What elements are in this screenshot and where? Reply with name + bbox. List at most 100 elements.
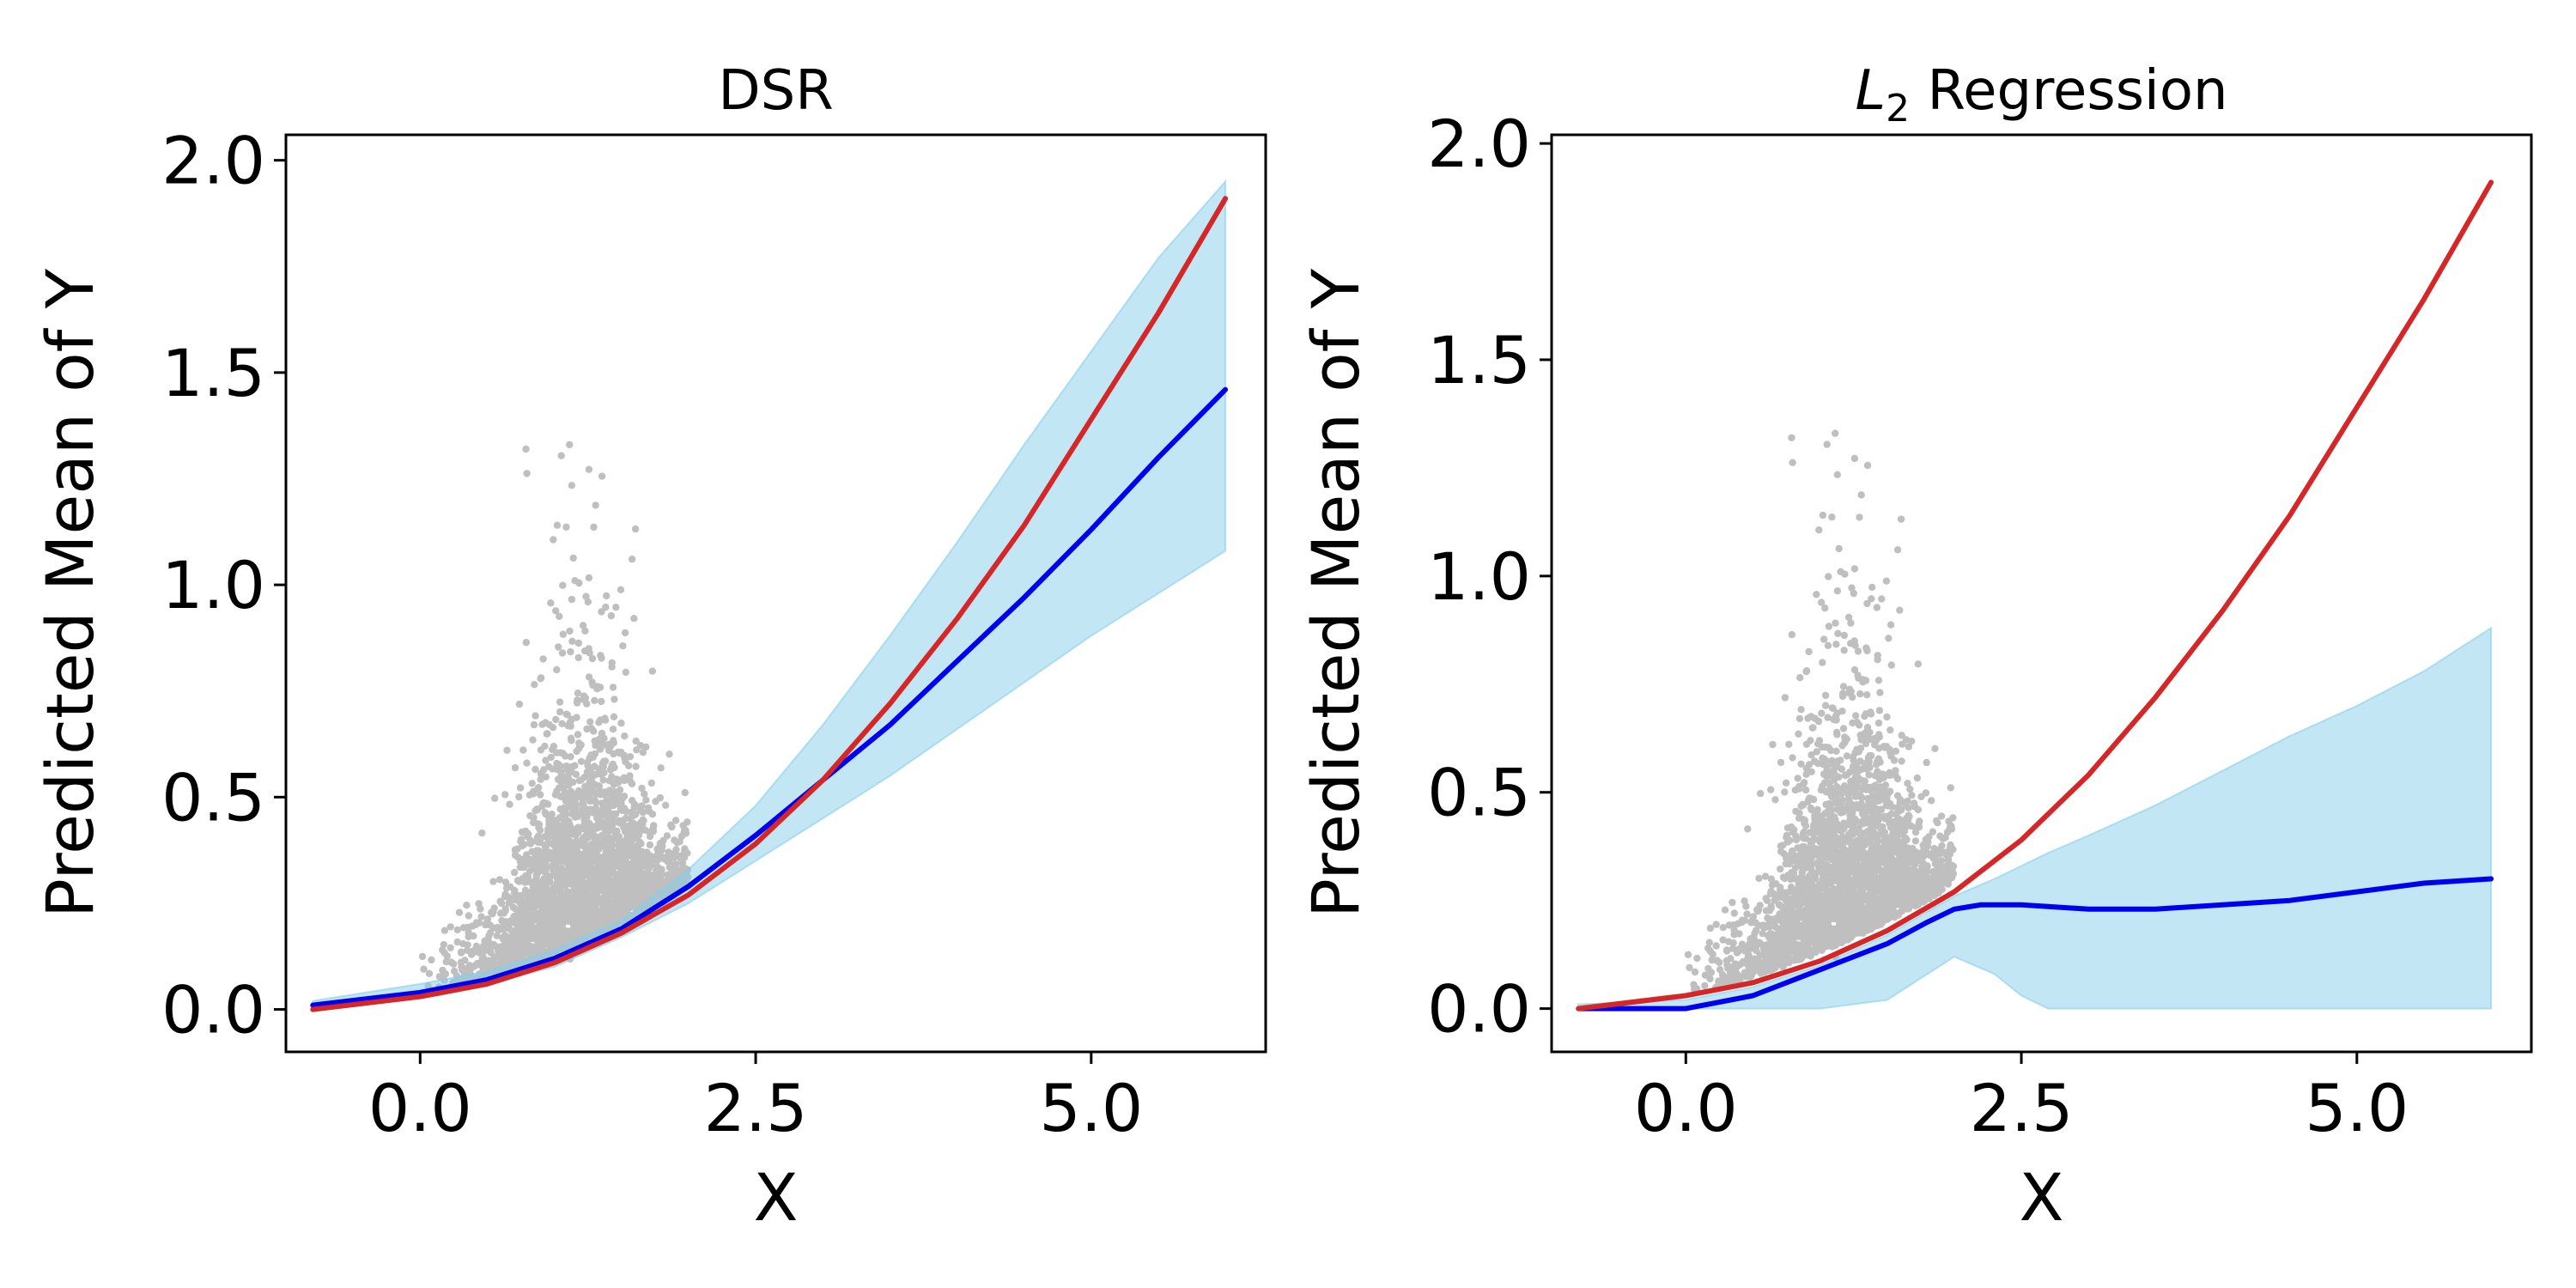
scatter-point bbox=[1813, 591, 1820, 598]
scatter-point bbox=[615, 842, 623, 850]
scatter-point bbox=[1880, 867, 1888, 876]
scatter-point bbox=[526, 836, 534, 844]
scatter-point bbox=[560, 804, 568, 812]
scatter-point bbox=[593, 824, 601, 832]
panel-dsr: 0.0 2.5 5.00.00.51.01.52.0 DSR X Predicted… bbox=[32, 59, 1267, 1236]
scatter-point bbox=[534, 820, 542, 828]
scatter-point bbox=[580, 774, 588, 781]
scatter-point bbox=[615, 871, 623, 878]
scatter-point bbox=[1788, 631, 1795, 639]
scatter-point bbox=[1850, 589, 1857, 598]
scatter-point bbox=[1796, 674, 1804, 682]
scatter-point bbox=[608, 817, 617, 824]
scatter-point bbox=[570, 830, 578, 839]
scatter-point bbox=[623, 903, 631, 911]
scatter-point bbox=[1898, 732, 1905, 739]
scatter-point bbox=[574, 916, 581, 925]
scatter-point bbox=[573, 859, 580, 867]
scatter-point bbox=[603, 796, 611, 805]
scatter-point bbox=[523, 891, 531, 899]
scatter-point bbox=[1757, 969, 1765, 977]
scatter-point bbox=[472, 919, 481, 927]
scatter-point bbox=[556, 708, 564, 716]
scatter-point bbox=[660, 854, 668, 861]
scatter-point bbox=[1747, 935, 1754, 943]
scatter-point bbox=[1811, 835, 1819, 843]
scatter-point bbox=[1919, 860, 1927, 867]
scatter-point bbox=[489, 878, 497, 885]
scatter-point bbox=[458, 949, 465, 957]
scatter-point bbox=[1768, 881, 1777, 889]
scatter-point bbox=[1857, 799, 1866, 808]
scatter-point bbox=[1946, 844, 1954, 852]
scatter-point bbox=[597, 652, 605, 659]
scatter-point bbox=[595, 719, 603, 726]
scatter-point bbox=[617, 720, 625, 727]
scatter-point bbox=[493, 925, 501, 933]
scatter-point bbox=[557, 452, 565, 459]
scatter-point bbox=[522, 933, 531, 941]
scatter-point bbox=[1799, 829, 1807, 837]
scatter-point bbox=[541, 886, 550, 895]
scatter-point bbox=[1832, 747, 1840, 755]
scatter-point bbox=[573, 714, 580, 721]
scatter-point bbox=[538, 912, 547, 920]
scatter-point bbox=[537, 775, 544, 783]
scatter-point bbox=[665, 863, 673, 872]
scatter-point bbox=[617, 863, 625, 871]
scatter-point bbox=[603, 592, 611, 600]
scatter-point bbox=[1705, 939, 1714, 946]
x-axis-label-dsr: X bbox=[753, 1159, 798, 1236]
scatter-point bbox=[463, 902, 471, 909]
scatter-point bbox=[602, 901, 610, 908]
scatter-point bbox=[653, 863, 661, 871]
scatter-point bbox=[509, 903, 517, 911]
scatter-point bbox=[1834, 629, 1842, 637]
scatter-point bbox=[1725, 921, 1734, 929]
chart-title-dsr: DSR bbox=[718, 59, 833, 123]
scatter-point bbox=[1837, 756, 1844, 764]
scatter-point bbox=[1849, 693, 1856, 702]
scatter-point bbox=[518, 842, 526, 850]
scatter-point bbox=[550, 852, 558, 860]
scatter-point bbox=[1797, 706, 1805, 714]
scatter-point bbox=[1845, 821, 1853, 829]
scatter-point bbox=[1903, 798, 1911, 805]
scatter-point bbox=[612, 904, 620, 912]
scatter-point bbox=[585, 899, 592, 907]
scatter-point bbox=[532, 935, 540, 944]
scatter-point bbox=[580, 913, 588, 920]
scatter-point bbox=[447, 958, 455, 966]
scatter-point bbox=[504, 949, 512, 957]
scatter-point bbox=[1863, 691, 1871, 699]
scatter-point bbox=[548, 898, 556, 906]
scatter-point bbox=[605, 893, 613, 901]
scatter-point bbox=[1789, 847, 1796, 855]
scatter-point bbox=[1819, 659, 1826, 666]
scatter-point bbox=[1931, 744, 1939, 752]
scatter-point bbox=[609, 683, 617, 691]
scatter-point bbox=[579, 622, 587, 629]
scatter-point bbox=[1771, 796, 1779, 804]
scatter-point bbox=[526, 811, 534, 820]
scatter-point bbox=[593, 841, 601, 848]
scatter-point bbox=[1719, 936, 1727, 944]
scatter-point bbox=[1840, 739, 1849, 747]
scatter-point bbox=[639, 808, 647, 817]
scatter-point bbox=[1785, 860, 1794, 868]
scatter-point bbox=[585, 673, 593, 681]
scatter-point bbox=[1919, 853, 1927, 861]
scatter-point bbox=[567, 753, 574, 761]
scatter-point bbox=[1767, 786, 1775, 793]
scatter-point bbox=[501, 791, 509, 799]
scatter-point bbox=[598, 608, 605, 616]
scatter-point bbox=[501, 957, 509, 964]
scatter-point bbox=[1867, 806, 1875, 815]
scatter-point bbox=[1835, 544, 1843, 553]
scatter-point bbox=[1769, 740, 1777, 749]
scatter-point bbox=[1883, 713, 1891, 721]
scatter-point bbox=[1730, 909, 1739, 917]
scatter-point bbox=[1902, 883, 1910, 890]
scatter-point bbox=[1941, 848, 1949, 856]
scatter-point bbox=[642, 796, 650, 804]
